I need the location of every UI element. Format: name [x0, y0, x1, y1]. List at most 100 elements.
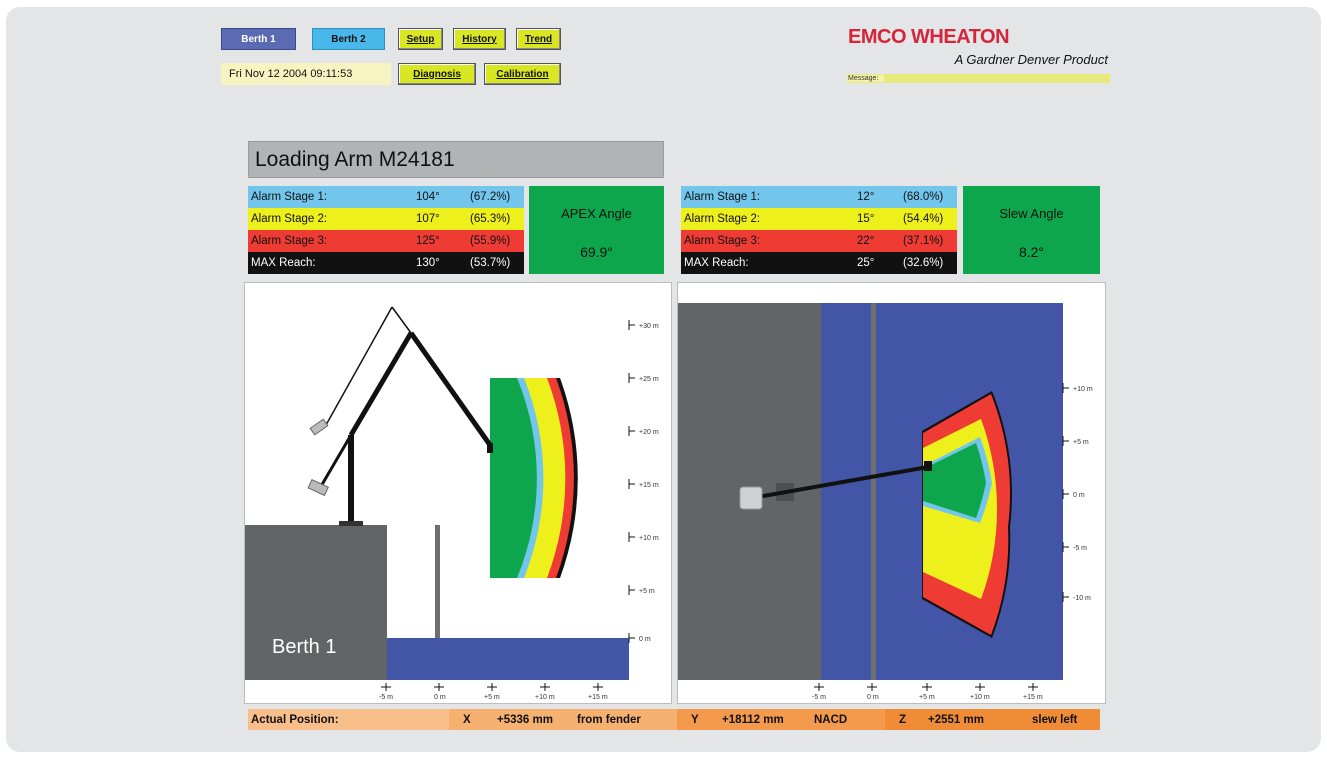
side-y-tick: +20 m [639, 429, 659, 436]
side-y-tick: +10 m [639, 535, 659, 542]
message-bar: Message: [847, 74, 1110, 83]
top-y-tick: 0 m [1073, 492, 1085, 499]
apex-row-max: MAX Reach: 130° (53.7%) [248, 252, 524, 274]
quay-block [245, 525, 387, 680]
trend-button[interactable]: Trend [516, 28, 561, 50]
top-view-panel: +10 m +5 m 0 m -5 m -10 m -5 m 0 m +5 m … [677, 282, 1106, 704]
arm-base [339, 521, 363, 526]
slew-row-label: Alarm Stage 1: [684, 191, 761, 203]
berth-1-button[interactable]: Berth 1 [221, 28, 296, 50]
top-x-tick: 0 m [867, 694, 879, 701]
apex-row-pct: (53.7%) [470, 257, 511, 269]
apex-row-pct: (67.2%) [470, 191, 511, 203]
position-z-label: Z [899, 713, 907, 726]
safe-zone [490, 378, 537, 578]
position-y-ref: NACD [814, 713, 848, 726]
apex-row-label: Alarm Stage 2: [251, 213, 328, 225]
top-y-tick: -10 m [1073, 595, 1091, 602]
apex-angle-box: APEX Angle 69.9° [529, 186, 664, 274]
top-x-axis: -5 m 0 m +5 m +10 m +15 m [812, 683, 1043, 701]
slew-angle-box: Slew Angle 8.2° [963, 186, 1100, 274]
water-area [387, 638, 629, 680]
side-x-tick: +5 m [484, 694, 500, 701]
counterweight-lower [307, 479, 329, 497]
mooring-pole [435, 525, 440, 638]
fender-line [871, 303, 876, 680]
top-y-tick: -5 m [1073, 545, 1087, 552]
slew-row-deg: 22° [857, 235, 875, 247]
position-y-section: Y +18112 mm NACD [677, 709, 885, 730]
slew-row-stage1: Alarm Stage 1: 12° (68.0%) [681, 186, 957, 208]
datetime-display: Fri Nov 12 2004 09:11:53 [221, 63, 391, 85]
side-y-tick: +30 m [639, 323, 659, 330]
position-x-value: +5336 mm [497, 713, 553, 726]
slew-row-stage3: Alarm Stage 3: 22° (37.1%) [681, 230, 957, 252]
side-y-tick: +15 m [639, 482, 659, 489]
top-view-diagram: +10 m +5 m 0 m -5 m -10 m -5 m 0 m +5 m … [678, 303, 1093, 701]
position-y-value: +18112 mm [722, 713, 784, 726]
apex-row-pct: (55.9%) [470, 235, 511, 247]
side-x-tick: +15 m [588, 694, 608, 701]
counterweight-upper [309, 418, 329, 436]
arm-coupler [924, 461, 932, 471]
slew-row-max: MAX Reach: 25° (32.6%) [681, 252, 957, 274]
slew-row-deg: 25° [857, 257, 875, 269]
apex-row-stage2: Alarm Stage 2: 107° (65.3%) [248, 208, 524, 230]
slew-angle-value: 8.2° [1018, 244, 1045, 260]
outer-arm [408, 331, 493, 447]
diagnosis-button[interactable]: Diagnosis [398, 63, 476, 85]
arm-base [739, 486, 763, 510]
position-label: Actual Position: [248, 709, 449, 730]
side-y-tick: 0 m [639, 636, 651, 643]
slew-row-deg: 12° [857, 191, 875, 203]
position-y-label: Y [691, 713, 699, 726]
top-x-tick: +15 m [1023, 694, 1043, 701]
slew-row-stage2: Alarm Stage 2: 15° (54.4%) [681, 208, 957, 230]
apex-row-deg: 130° [416, 257, 440, 269]
pantograph-cable [325, 306, 393, 426]
slew-row-label: Alarm Stage 2: [684, 213, 761, 225]
apex-row-label: Alarm Stage 3: [251, 235, 328, 247]
side-x-axis: -5 m 0 m +5 m +10 m +15 m [379, 683, 608, 701]
apex-row-pct: (65.3%) [470, 213, 511, 225]
side-y-tick: +25 m [639, 376, 659, 383]
arm-riser [348, 435, 354, 525]
slew-row-pct: (32.6%) [903, 257, 944, 269]
brand-logo: EMCO WHEATON [848, 26, 1010, 48]
berth-2-button[interactable]: Berth 2 [312, 28, 385, 50]
side-x-tick: -5 m [379, 694, 393, 701]
side-y-axis: +30 m +25 m +20 m +15 m +10 m +5 m 0 m [628, 320, 659, 643]
top-x-tick: +5 m [919, 694, 935, 701]
history-button[interactable]: History [453, 28, 506, 50]
top-x-tick: +10 m [970, 694, 990, 701]
position-z-section: Z +2551 mm slew left [885, 709, 1100, 730]
apex-row-stage1: Alarm Stage 1: 104° (67.2%) [248, 186, 524, 208]
side-y-tick: +5 m [639, 588, 655, 595]
setup-button[interactable]: Setup [398, 28, 443, 50]
slew-row-deg: 15° [857, 213, 875, 225]
apex-angle-title: APEX Angle [561, 206, 632, 221]
berth-label: Berth 1 [272, 636, 336, 658]
position-z-value: +2551 mm [928, 713, 984, 726]
position-x-label: X [463, 713, 471, 726]
top-x-tick: -5 m [812, 694, 826, 701]
calibration-button[interactable]: Calibration [484, 63, 561, 85]
slew-angle-title: Slew Angle [999, 206, 1064, 221]
side-x-tick: +10 m [535, 694, 555, 701]
pantograph-link [391, 306, 412, 334]
arm-line [751, 465, 929, 500]
position-x-section: X +5336 mm from fender [449, 709, 677, 730]
slew-row-pct: (37.1%) [903, 235, 944, 247]
message-label: Message: [847, 75, 885, 82]
top-y-tick: +5 m [1073, 439, 1089, 446]
top-y-tick: +10 m [1073, 386, 1093, 393]
arm-coupler [487, 443, 493, 453]
slew-row-pct: (68.0%) [903, 191, 944, 203]
slew-row-pct: (54.4%) [903, 213, 944, 225]
safe-zone [923, 443, 986, 518]
side-view-panel: +30 m +25 m +20 m +15 m +10 m +5 m 0 m -… [244, 282, 672, 704]
inner-arm [348, 331, 414, 437]
page-title: Loading Arm M24181 [248, 141, 664, 178]
position-x-ref: from fender [577, 713, 641, 726]
top-y-axis: +10 m +5 m 0 m -5 m -10 m [1062, 383, 1093, 602]
